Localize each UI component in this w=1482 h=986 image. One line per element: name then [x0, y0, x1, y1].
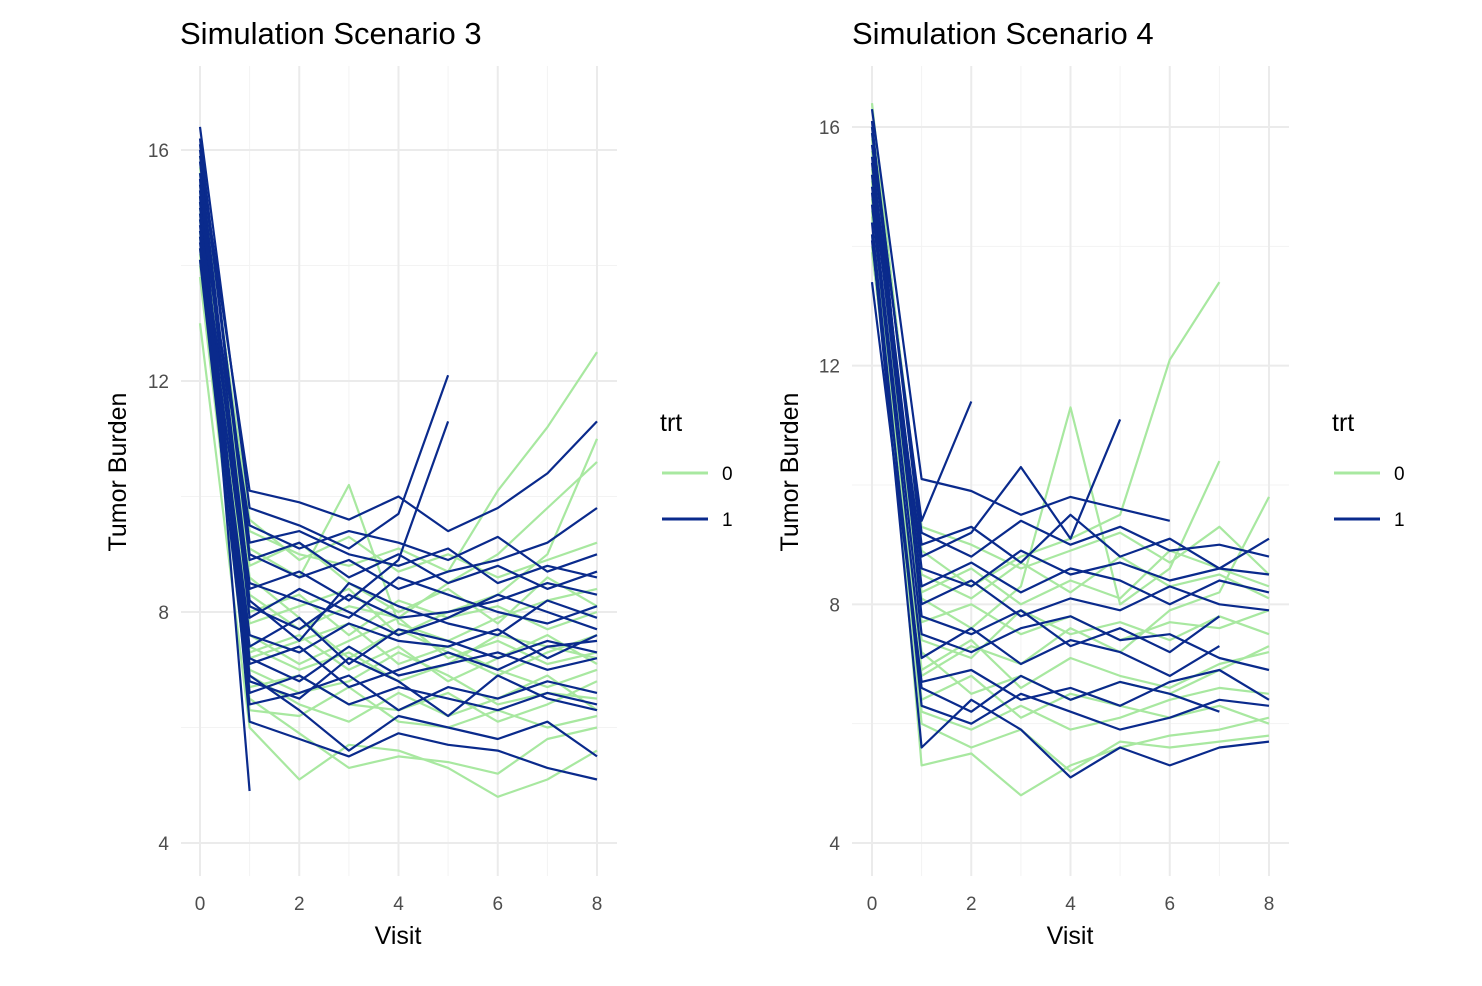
x-tick-labels: 0 2 4 6 8 [195, 894, 603, 915]
y-tick-labels: 4 8 12 16 [819, 118, 841, 855]
y-tick-label: 8 [158, 603, 169, 624]
x-tick-label: 8 [592, 894, 603, 915]
series-line-trt-1 [198, 224, 598, 666]
series-line-trt-1 [198, 149, 598, 585]
panel-title: Simulation Scenario 3 [180, 16, 482, 51]
panel-title: Simulation Scenario 4 [852, 16, 1154, 51]
series-line-trt-1 [870, 132, 1270, 558]
series-line-trt-0 [870, 174, 1270, 606]
series-line-trt-1 [870, 162, 1270, 606]
legend: trt 0 1 [1332, 409, 1405, 531]
series-line-trt-0 [198, 276, 598, 775]
y-tick-labels: 4 8 12 16 [148, 141, 170, 855]
series-line-trt-0 [198, 253, 598, 723]
x-tick-label: 0 [195, 894, 206, 915]
series-line-trt-1 [198, 207, 598, 573]
series-line-trt-1 [870, 174, 1270, 618]
series-line-trt-1 [870, 120, 1221, 654]
y-tick-label: 16 [148, 141, 169, 162]
series-line-trt-1 [198, 259, 598, 712]
legend-label-trt-0: 0 [722, 464, 733, 485]
panel-grid [852, 66, 1289, 876]
series-line-trt-0 [870, 216, 1270, 690]
series-line-trt-1 [870, 156, 1270, 588]
series-line-trt-0 [198, 230, 598, 706]
series-line-trt-0 [870, 198, 1270, 731]
y-axis-title: Tumor Burden [104, 393, 132, 552]
series-line-trt-1 [870, 192, 1270, 672]
series-line-trt-0 [870, 126, 1270, 576]
series-line-trt-0 [198, 323, 598, 798]
x-axis-title: Visit [1047, 922, 1094, 950]
y-tick-label: 4 [158, 834, 169, 855]
series-line-trt-1 [198, 155, 598, 533]
legend: trt 0 1 [660, 409, 733, 531]
legend-label-trt-1: 1 [722, 510, 733, 531]
series-line-trt-1 [198, 138, 598, 591]
series-line-trt-1 [198, 126, 450, 550]
series-line-trt-1 [198, 172, 598, 637]
x-tick-label: 4 [1065, 894, 1076, 915]
y-tick-label: 12 [819, 357, 840, 378]
panel-scenario-3: 4 8 12 16 0 2 4 6 8 Simulation Scenario 3 Visit… [104, 16, 733, 950]
series-line-trt-0 [198, 190, 598, 625]
legend-title: trt [1332, 409, 1354, 437]
series-line-trt-0 [870, 150, 1270, 600]
x-axis-title: Visit [375, 922, 422, 950]
series-line-trt-0 [870, 180, 1270, 797]
series-line-trt-1 [870, 126, 1270, 576]
panel-scenario-4: 4 8 12 16 0 2 4 6 8 Simulation Scenario 4 Visit… [776, 16, 1405, 950]
series-line-trt-0 [870, 246, 1270, 725]
series-line-trt-1 [198, 178, 598, 781]
series-line-trt-1 [870, 234, 1270, 779]
y-tick-label: 8 [829, 595, 840, 616]
series-line-trt-0 [870, 102, 1221, 588]
legend-label-trt-0: 0 [1394, 464, 1405, 485]
panel-lines [870, 102, 1270, 797]
series-line-trt-1 [870, 281, 1270, 707]
legend-label-trt-1: 1 [1394, 510, 1405, 531]
series-line-trt-1 [198, 184, 598, 643]
x-tick-label: 8 [1264, 894, 1275, 915]
series-line-trt-1 [198, 242, 598, 660]
series-line-trt-0 [198, 236, 598, 689]
y-axis-title: Tumor Burden [776, 393, 804, 552]
x-tick-label: 0 [867, 894, 878, 915]
legend-title: trt [660, 409, 682, 437]
x-tick-labels: 0 2 4 6 8 [867, 894, 1275, 915]
series-line-trt-1 [870, 240, 1220, 713]
series-line-trt-1 [870, 204, 1220, 678]
x-tick-label: 2 [294, 894, 305, 915]
y-tick-label: 4 [829, 834, 840, 855]
y-tick-label: 12 [148, 372, 169, 393]
series-line-trt-0 [870, 132, 1270, 660]
x-tick-label: 6 [1164, 894, 1175, 915]
series-line-trt-1 [198, 213, 598, 683]
series-line-trt-1 [198, 248, 598, 718]
series-line-trt-0 [870, 138, 1221, 630]
x-tick-label: 2 [966, 894, 977, 915]
series-line-trt-0 [198, 201, 598, 637]
series-line-trt-1 [198, 219, 598, 625]
series-line-trt-1 [870, 108, 1171, 522]
series-line-trt-0 [198, 265, 598, 683]
series-line-trt-1 [198, 236, 598, 689]
x-tick-label: 6 [492, 894, 503, 915]
panel-lines [198, 126, 599, 798]
series-line-trt-1 [198, 144, 598, 591]
series-line-trt-0 [198, 248, 598, 729]
y-tick-label: 16 [819, 118, 840, 139]
x-tick-label: 4 [393, 894, 404, 915]
